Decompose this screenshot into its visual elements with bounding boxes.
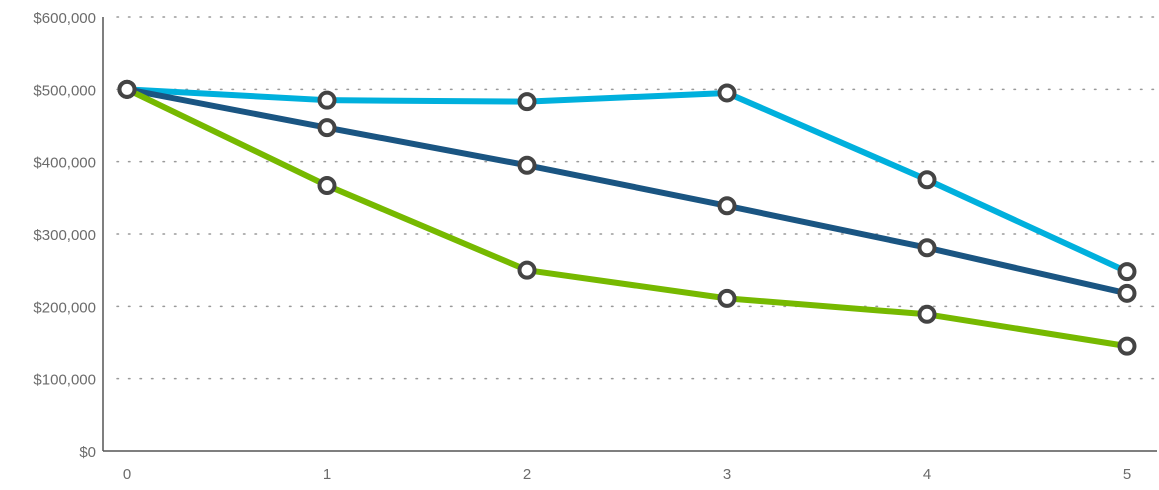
x-tick-label: 3 — [723, 466, 731, 483]
series-lines — [124, 86, 1130, 350]
data-point-series-2-x-0 — [117, 79, 137, 99]
data-point-series-1-x-3 — [717, 196, 737, 216]
series-line-0 — [124, 86, 1130, 275]
data-point-series-0-x-2 — [517, 92, 537, 112]
y-tick-label: $0 — [79, 444, 96, 461]
data-points — [117, 79, 1137, 356]
axes — [102, 17, 1157, 452]
x-tick-label: 1 — [323, 466, 331, 483]
y-tick-label: $600,000 — [33, 10, 96, 27]
y-tick-label: $500,000 — [33, 82, 96, 99]
data-point-series-2-x-5 — [1117, 336, 1137, 356]
y-tick-label: $400,000 — [33, 155, 96, 172]
series-line-2 — [124, 86, 1130, 350]
y-tick-label: $100,000 — [33, 372, 96, 389]
data-point-series-0-x-1 — [317, 90, 337, 110]
data-point-series-1-x-4 — [917, 238, 937, 258]
x-tick-label: 0 — [123, 466, 131, 483]
x-tick-label: 2 — [523, 466, 531, 483]
data-point-series-2-x-4 — [917, 304, 937, 324]
data-point-series-2-x-3 — [717, 288, 737, 308]
y-tick-label: $200,000 — [33, 299, 96, 316]
x-tick-label: 4 — [923, 466, 931, 483]
data-point-series-2-x-1 — [317, 176, 337, 196]
data-point-series-0-x-4 — [917, 170, 937, 190]
y-tick-labels: $0 $100,000 $200,000 $300,000 $400,000 $500,0… — [33, 10, 96, 461]
data-point-series-0-x-5 — [1117, 262, 1137, 282]
series-line-1 — [124, 86, 1130, 297]
data-point-series-1-x-1 — [317, 118, 337, 138]
data-point-series-0-x-3 — [717, 83, 737, 103]
data-point-series-1-x-5 — [1117, 283, 1137, 303]
x-tick-label: 5 — [1123, 466, 1131, 483]
data-point-series-2-x-2 — [517, 260, 537, 280]
data-point-series-1-x-2 — [517, 155, 537, 175]
x-tick-labels: 0 1 2 3 4 5 — [123, 466, 1131, 483]
grid — [116, 16, 1158, 380]
y-tick-label: $300,000 — [33, 227, 96, 244]
